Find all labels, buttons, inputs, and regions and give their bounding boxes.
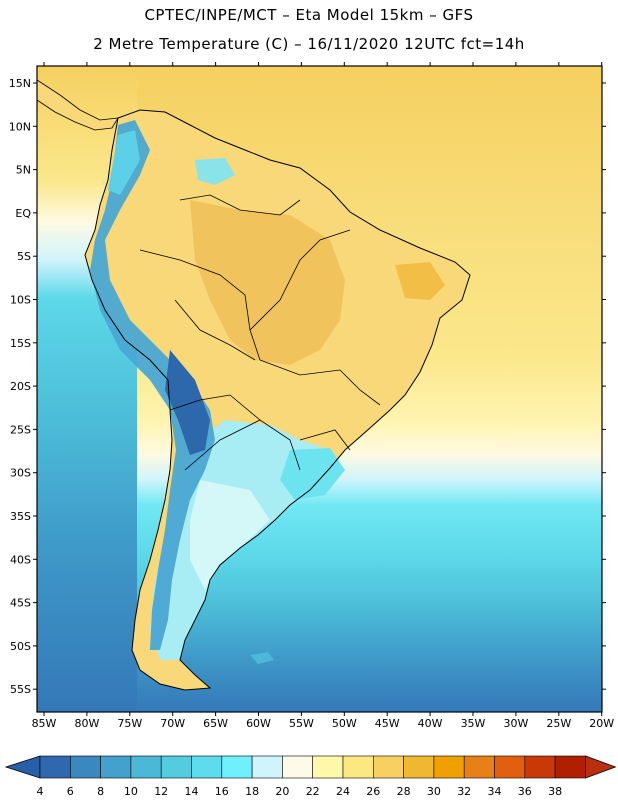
lon-tick-label: 25W: [546, 717, 571, 730]
map-axes: 15N 10N 5N EQ 5S 10S 15S 20S 25S 30S 35S 40S 45S 50S 5…: [9, 62, 614, 730]
colorbar-swatch: [372, 755, 404, 779]
colorbar-label: 32: [457, 785, 471, 798]
lat-tick-label: 20S: [10, 380, 31, 393]
colorbar-label: 20: [275, 785, 289, 798]
colorbar-swatch: [130, 755, 162, 779]
central-america: [37, 79, 119, 131]
colorbar-swatch: [554, 755, 586, 779]
colorbar-label: 28: [397, 785, 411, 798]
colorbar-label: 22: [306, 785, 320, 798]
lat-tick-label: 25S: [10, 423, 31, 436]
colorbar-label: 24: [336, 785, 350, 798]
uruguay-cool: [280, 448, 345, 500]
lon-tick-label: 60W: [246, 717, 271, 730]
colorbar-swatch: [463, 755, 495, 779]
lon-tick-label: 35W: [461, 717, 486, 730]
colorbar-swatch: [494, 755, 526, 779]
colorbar-label: 18: [245, 785, 259, 798]
colorbar-swatch: [70, 755, 101, 779]
warm-interior: [190, 200, 345, 365]
colorbar-label: 16: [215, 785, 229, 798]
amazon-cool-patch: [195, 158, 235, 185]
hot-northeast: [395, 262, 445, 300]
lon-tick-label: 80W: [74, 717, 99, 730]
lat-tick-label: EQ: [15, 207, 31, 220]
lon-tick-label: 75W: [117, 717, 142, 730]
colorbar-swatch: [39, 755, 71, 779]
colorbar-label: 4: [37, 785, 44, 798]
lat-tick-label: 10S: [10, 294, 31, 307]
patagonia-mid: [190, 480, 270, 590]
lon-tick-label: 40W: [418, 717, 443, 730]
falkland-islands: [250, 652, 274, 664]
colorbar-swatch: [221, 755, 253, 779]
colorbar-right-arrow: [585, 755, 617, 779]
colorbar-label: 6: [67, 785, 74, 798]
colorbar-swatch: [282, 755, 313, 779]
colorbar-left-arrow: [4, 755, 41, 779]
lon-tick-label: 30W: [503, 717, 528, 730]
lon-tick-label: 85W: [32, 717, 57, 730]
chart-subtitle: 2 Metre Temperature (C) – 16/11/2020 12U…: [93, 35, 525, 53]
country-borders: [139, 194, 381, 471]
andes-north-cold: [108, 130, 140, 195]
lat-tick-label: 15N: [9, 77, 31, 90]
lon-tick-label: 20W: [589, 717, 614, 730]
lat-tick-label: 55S: [10, 683, 31, 696]
lat-tick-label: 40S: [10, 553, 31, 566]
colorbar-swatch: [312, 755, 344, 779]
lon-tick-label: 50W: [332, 717, 357, 730]
colorbar-swatch: [191, 755, 223, 779]
coastline: [84, 109, 471, 691]
lat-tick-label: 50S: [10, 640, 31, 653]
colorbar-swatch: [100, 755, 132, 779]
lon-tick-label: 65W: [203, 717, 228, 730]
colorbar-label: 38: [548, 785, 562, 798]
colorbar-label: 26: [366, 785, 380, 798]
lon-tick-label: 55W: [289, 717, 314, 730]
lat-tick-label: 10N: [9, 120, 31, 133]
colorbar-label: 30: [427, 785, 441, 798]
andes-coldest: [165, 350, 210, 455]
lat-tick-label: 45S: [10, 597, 31, 610]
colorbar-swatch: [524, 755, 556, 779]
lon-tick-label: 70W: [160, 717, 185, 730]
colorbar-label: 10: [124, 785, 138, 798]
colorbar-label: 12: [154, 785, 168, 798]
colorbar-label: 34: [488, 785, 502, 798]
lat-tick-label: 15S: [10, 337, 31, 350]
lat-tick-label: 5N: [16, 164, 31, 177]
colorbar-swatch: [403, 755, 435, 779]
colorbar-label: 8: [97, 785, 104, 798]
lat-tick-label: 35S: [10, 510, 31, 523]
colorbar: 4 6 8 10 12 14 16 18 20 22 24 26 28 30 32 34 36 38: [4, 755, 617, 798]
lat-tick-label: 5S: [17, 250, 31, 263]
lon-tick-label: 45W: [375, 717, 400, 730]
colorbar-label: 14: [185, 785, 199, 798]
chart-title: CPTEC/INPE/MCT – Eta Model 15km – GFS: [144, 6, 474, 24]
map-frame: [36, 65, 603, 713]
colorbar-label: 36: [518, 785, 532, 798]
colorbar-swatch: [160, 755, 192, 779]
colorbar-swatch: [433, 755, 465, 779]
lat-tick-label: 30S: [10, 467, 31, 480]
colorbar-swatch: [342, 755, 374, 779]
map-panel: [37, 66, 602, 712]
andes-cold-band: [90, 120, 215, 650]
colorbar-swatch: [251, 755, 283, 779]
